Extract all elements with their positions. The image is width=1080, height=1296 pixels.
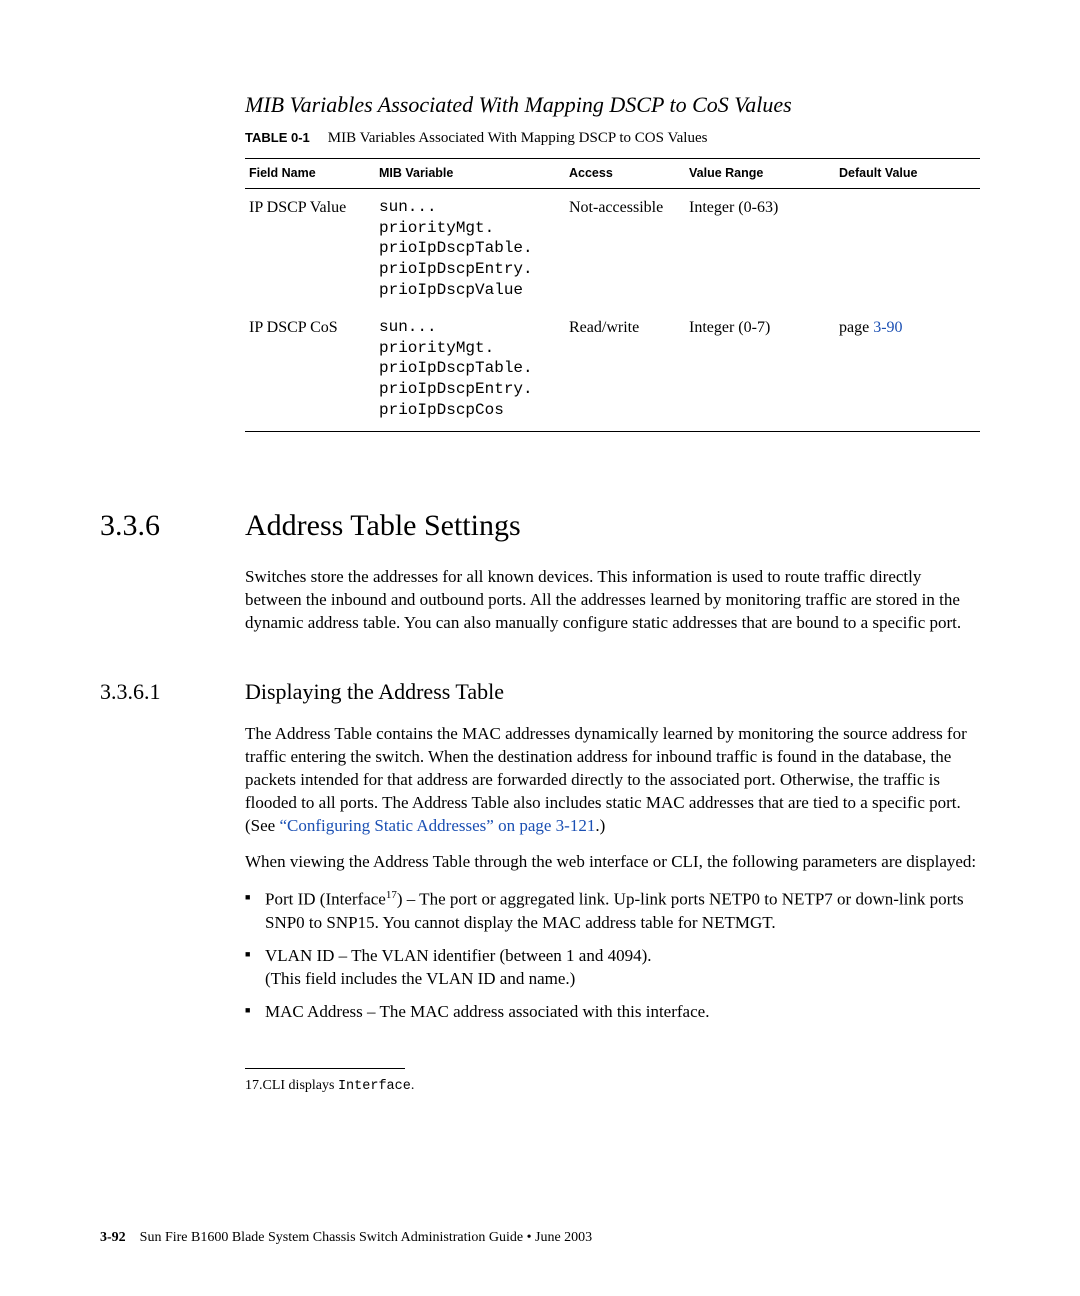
th-mib-variable: MIB Variable	[375, 158, 565, 188]
cell-range: Integer (0-63)	[685, 188, 835, 308]
th-field-name: Field Name	[245, 158, 375, 188]
section-number: 3.3.6	[100, 506, 245, 547]
subsection-p2: When viewing the Address Table through t…	[245, 851, 980, 874]
cell-field: IP DSCP Value	[245, 188, 375, 308]
li1-a: Port ID (Interface	[265, 890, 386, 909]
footnote-b: .	[411, 1078, 415, 1093]
cell-access: Read/write	[565, 309, 685, 431]
page-number: 3-92	[100, 1230, 126, 1245]
cell-default: page 3-90	[835, 309, 980, 431]
parameter-list: Port ID (Interface17) – The port or aggr…	[245, 888, 980, 1023]
cell-access: Not-accessible	[565, 188, 685, 308]
footnote: 17.CLI displays Interface.	[245, 1077, 980, 1096]
mib-section-title: MIB Variables Associated With Mapping DS…	[245, 90, 980, 120]
th-value-range: Value Range	[685, 158, 835, 188]
cross-ref-link[interactable]: “Configuring Static Addresses” on page 3…	[279, 816, 595, 835]
page-footer: 3-92 Sun Fire B1600 Blade System Chassis …	[100, 1229, 592, 1248]
mib-table: Field Name MIB Variable Access Value Ran…	[245, 158, 980, 432]
subsection-p1: The Address Table contains the MAC addre…	[245, 723, 980, 838]
cell-field: IP DSCP CoS	[245, 309, 375, 431]
table-label: TABLE 0-1	[245, 130, 310, 145]
cell-default	[835, 188, 980, 308]
list-item: VLAN ID – The VLAN identifier (between 1…	[245, 945, 980, 991]
subsection-number: 3.3.6.1	[100, 677, 245, 707]
subsection-title: Displaying the Address Table	[245, 677, 504, 707]
table-caption: TABLE 0-1 MIB Variables Associated With M…	[245, 128, 980, 148]
table-row: IP DSCP Value sun... priorityMgt. prioIp…	[245, 188, 980, 308]
page-link[interactable]: 3-90	[873, 319, 902, 336]
p1-text-b: .)	[595, 816, 605, 835]
footer-text: Sun Fire B1600 Blade System Chassis Swit…	[140, 1230, 593, 1245]
li2-b: (This field includes the VLAN ID and nam…	[265, 969, 575, 988]
cell-mib: sun... priorityMgt. prioIpDscpTable. pri…	[375, 309, 565, 431]
default-prefix: page	[839, 319, 873, 336]
section-heading: 3.3.6 Address Table Settings	[100, 506, 980, 547]
th-default-value: Default Value	[835, 158, 980, 188]
subsection-heading: 3.3.6.1 Displaying the Address Table	[100, 677, 980, 707]
cell-range: Integer (0-7)	[685, 309, 835, 431]
li2-a: VLAN ID – The VLAN identifier (between 1…	[265, 946, 652, 965]
list-item: Port ID (Interface17) – The port or aggr…	[245, 888, 980, 935]
section-body: Switches store the addresses for all kno…	[245, 566, 980, 635]
footnote-a: 17.CLI displays	[245, 1078, 338, 1093]
cell-mib: sun... priorityMgt. prioIpDscpTable. pri…	[375, 188, 565, 308]
list-item: MAC Address – The MAC address associated…	[245, 1001, 980, 1024]
footnote-ref: 17	[386, 889, 397, 901]
footnote-rule	[245, 1068, 405, 1069]
table-caption-text: MIB Variables Associated With Mapping DS…	[328, 130, 708, 146]
th-access: Access	[565, 158, 685, 188]
table-row: IP DSCP CoS sun... priorityMgt. prioIpDs…	[245, 309, 980, 431]
footnote-mono: Interface	[338, 1079, 411, 1094]
section-title: Address Table Settings	[245, 506, 521, 547]
